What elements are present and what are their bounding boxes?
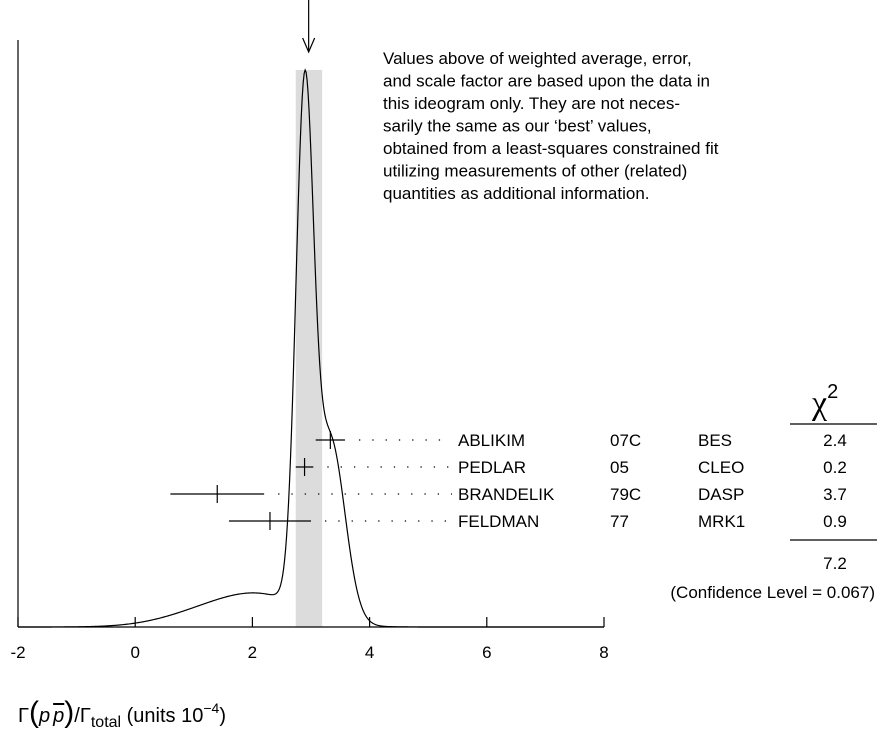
- x-label-slash: /Γ: [74, 705, 91, 727]
- x-label-paren: ): [64, 696, 74, 729]
- chi2-header: χ2: [811, 381, 838, 422]
- year: 05: [610, 458, 629, 477]
- note-line: quantities as additional information.: [383, 184, 650, 203]
- x-label-paren: (: [29, 696, 39, 729]
- arrow-head: [302, 37, 316, 54]
- x-label-gamma: Γ: [18, 705, 29, 727]
- chi2-value: 0.2: [823, 458, 847, 477]
- x-label-units: (units 10: [121, 705, 203, 727]
- x-label-exp: −4: [203, 700, 219, 716]
- name: BRANDELIK: [458, 485, 555, 504]
- chi2-total: 7.2: [823, 554, 847, 573]
- x-label-pbar: p: [52, 705, 64, 727]
- x-tick-label: 8: [599, 643, 608, 662]
- note-line: obtained from a least-squares constraine…: [383, 139, 719, 158]
- chi2-value: 3.7: [823, 485, 847, 504]
- note-line: sarily the same as our ‘best’ values,: [383, 117, 652, 136]
- average-band: [295, 70, 323, 627]
- year: 79C: [610, 485, 641, 504]
- x-tick-label: 0: [130, 643, 139, 662]
- x-tick-label: 4: [365, 643, 374, 662]
- experiment: DASP: [698, 485, 744, 504]
- chi2-value: 2.4: [823, 431, 847, 450]
- x-tick-label: 6: [482, 643, 491, 662]
- x-label-end: ): [219, 705, 226, 727]
- chi2-exponent: 2: [827, 381, 838, 403]
- note-line: Values above of weighted average, error,: [383, 49, 692, 68]
- note-line: utilizing measurements of other (related…: [383, 162, 687, 181]
- experiment: BES: [698, 431, 732, 450]
- name: PEDLAR: [458, 458, 526, 477]
- x-label-sub: total: [91, 714, 121, 731]
- x-tick-label: 2: [248, 643, 257, 662]
- year: 07C: [610, 431, 641, 450]
- x-axis-label: Γ(p p)/Γtotal (units 10−4): [18, 696, 226, 731]
- x-label-p: p: [38, 705, 50, 727]
- chi2-value: 0.9: [823, 512, 847, 531]
- name: FELDMAN: [458, 512, 539, 531]
- experiment: CLEO: [698, 458, 744, 477]
- chi2-symbol: χ: [811, 385, 827, 422]
- note-line: and scale factor are based upon the data…: [383, 72, 710, 91]
- x-tick-label: -2: [10, 643, 25, 662]
- note-line: this ideogram only. They are not neces-: [383, 94, 680, 113]
- experiment: MRK1: [698, 512, 745, 531]
- name: ABLIKIM: [458, 431, 525, 450]
- confidence-level: (Confidence Level = 0.067): [670, 583, 875, 602]
- ideogram-curve: [18, 68, 604, 628]
- year: 77: [610, 512, 629, 531]
